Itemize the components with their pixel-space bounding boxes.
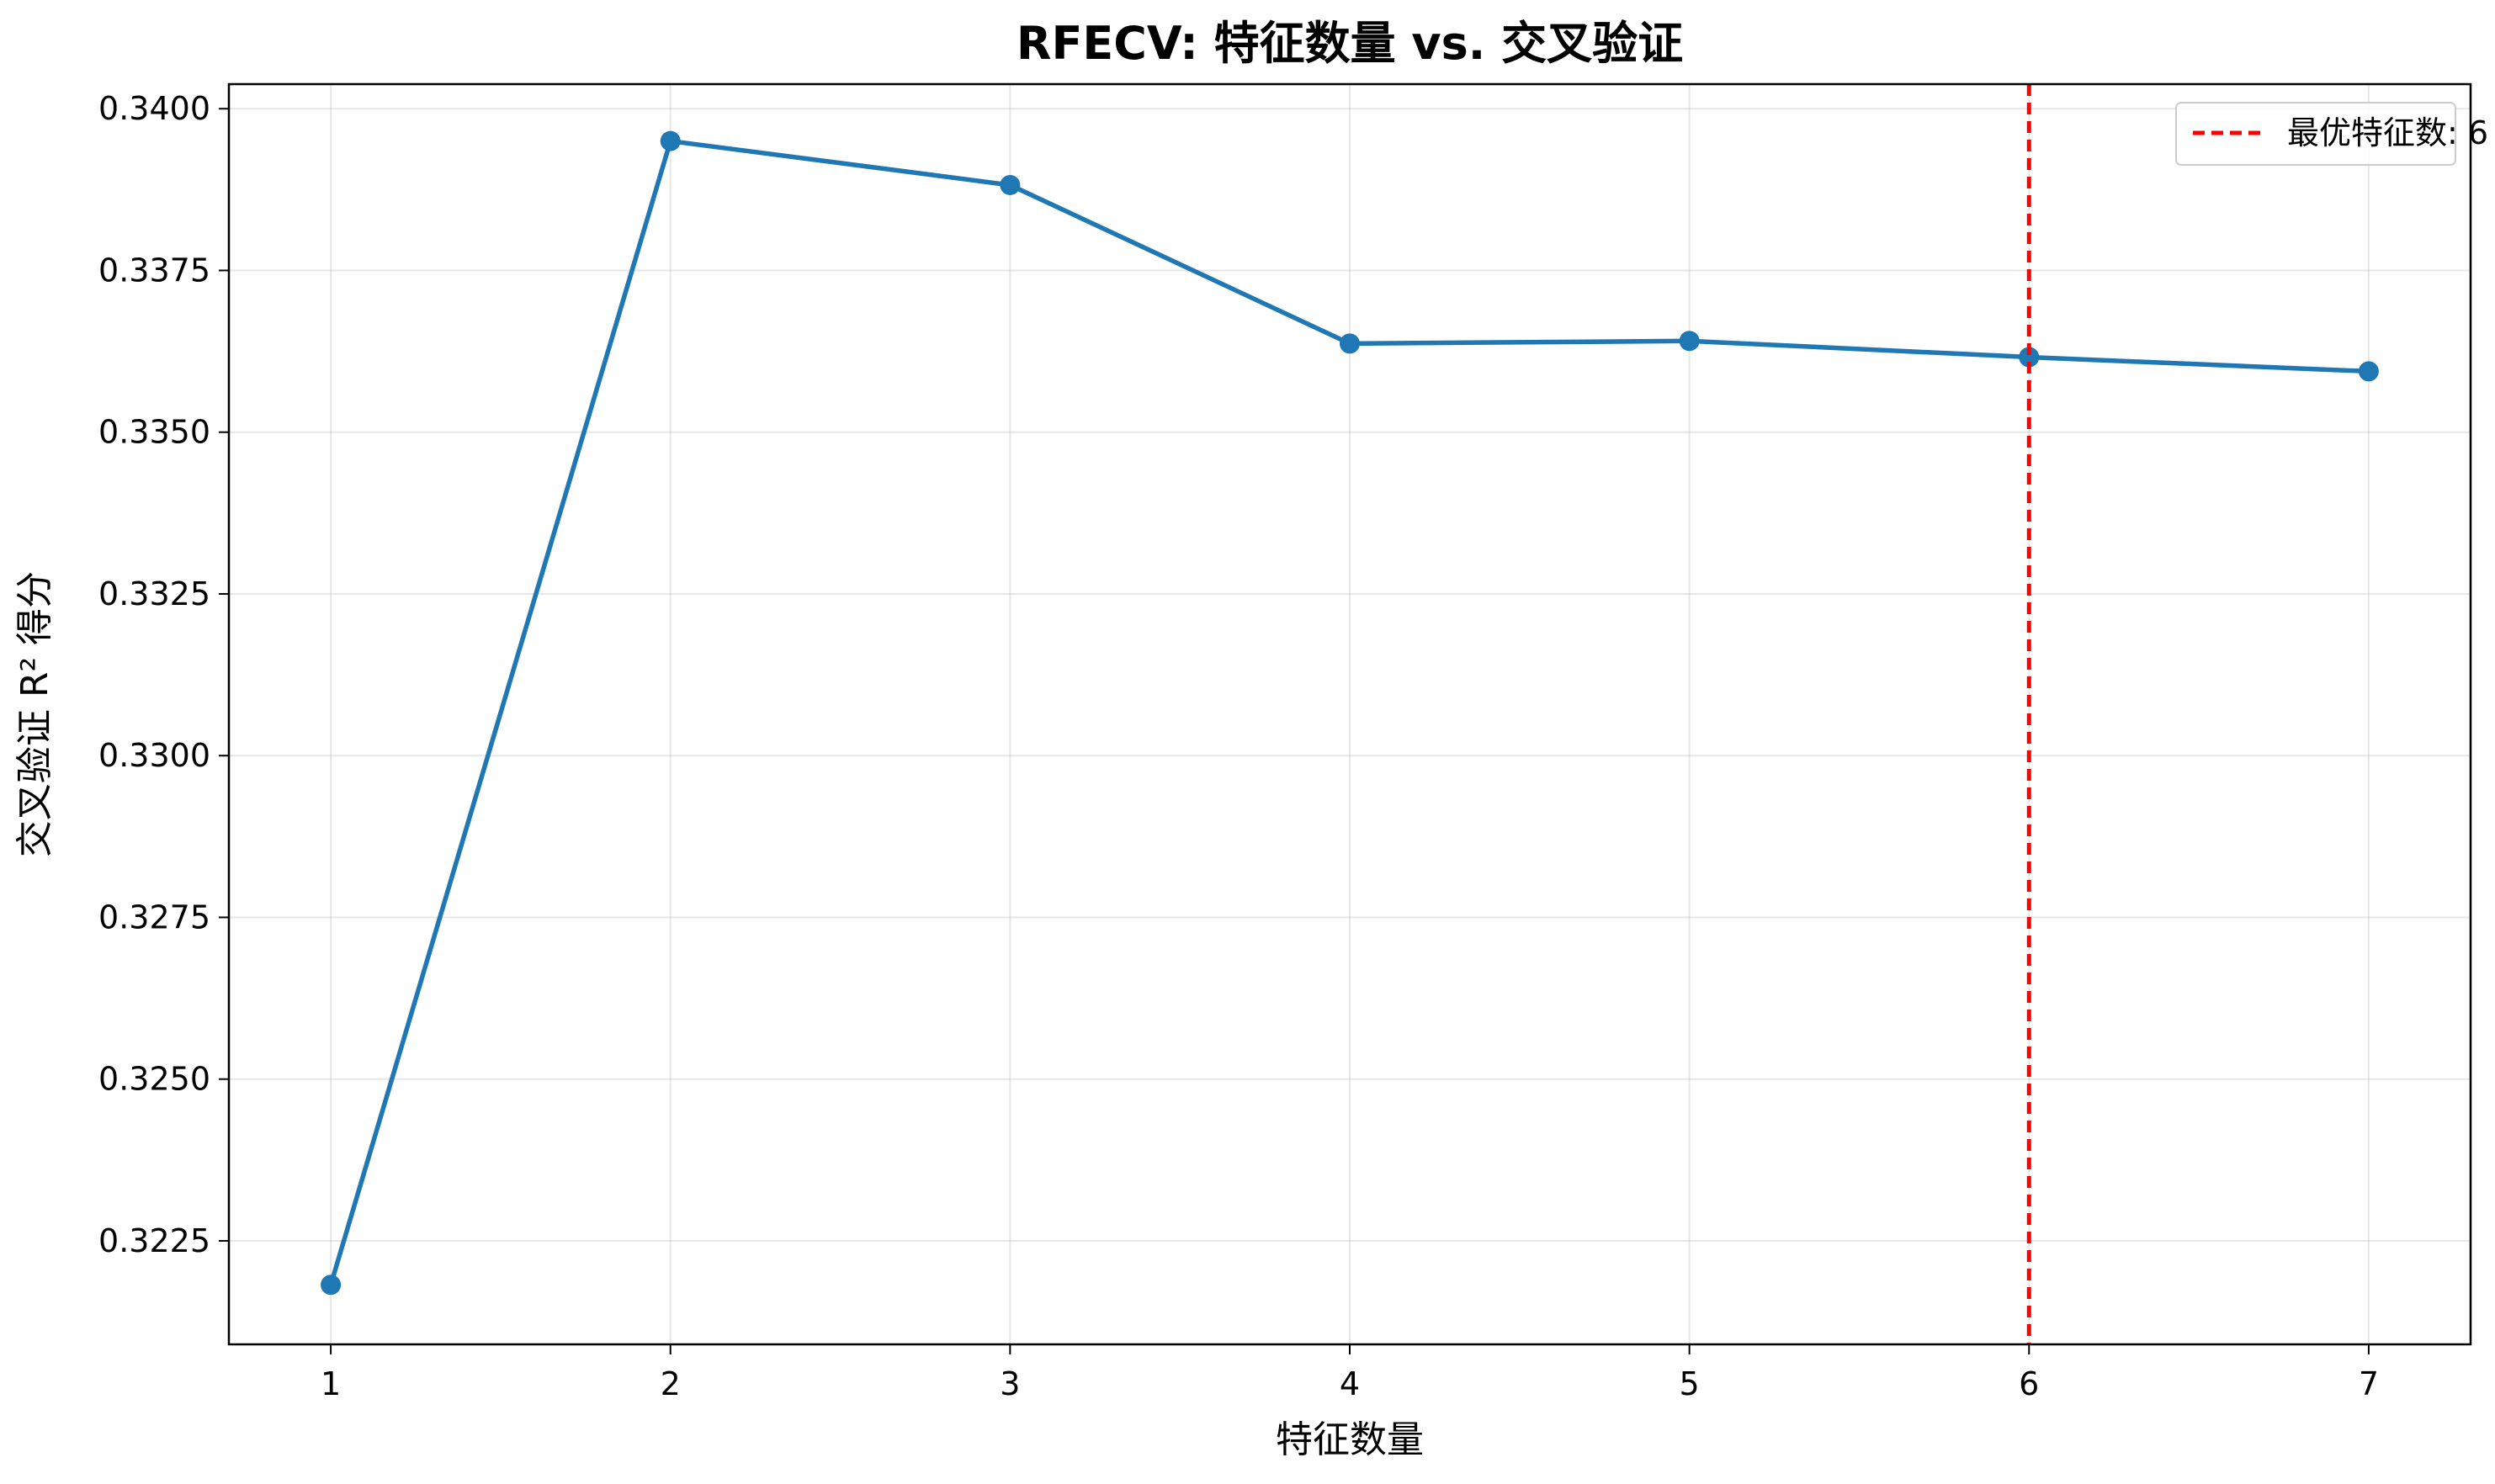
ticks: 1 2 3 4 5 6 7 0.3225 0.3250 0.3275 0.3300 0.3325 0.3… xyxy=(98,90,2379,1402)
data-point xyxy=(2358,361,2379,382)
data-point xyxy=(1679,331,1700,352)
y-tick-label: 0.3325 xyxy=(98,575,210,612)
y-tick-label: 0.3275 xyxy=(98,898,210,935)
y-tick-label: 0.3400 xyxy=(98,90,210,127)
chart-title: RFECV: 特征数量 vs. 交叉验证 xyxy=(1017,17,1683,70)
y-tick-label: 0.3225 xyxy=(98,1222,210,1259)
y-tick-label: 0.3250 xyxy=(98,1061,210,1098)
y-axis-label: 交叉验证 R² 得分 xyxy=(13,571,56,857)
x-axis-label: 特征数量 xyxy=(1276,1418,1424,1461)
x-tick-label: 3 xyxy=(1000,1365,1020,1402)
x-tick-label: 2 xyxy=(661,1365,681,1402)
series-layer xyxy=(321,130,2379,1296)
x-tick-label: 5 xyxy=(1680,1365,1700,1402)
legend-label-optimal: 最优特征数: 6 xyxy=(2287,114,2488,151)
x-tick-label: 1 xyxy=(321,1365,341,1402)
data-point xyxy=(1000,174,1021,195)
data-point xyxy=(1340,333,1360,354)
legend-box xyxy=(2175,102,2456,166)
y-tick-label: 0.3350 xyxy=(98,414,210,451)
legend: 最优特征数: 6 xyxy=(2175,102,2488,166)
y-tick-label: 0.3300 xyxy=(98,737,210,774)
x-tick-label: 7 xyxy=(2359,1365,2379,1402)
data-point xyxy=(2019,347,2040,368)
data-point xyxy=(321,1275,342,1296)
y-tick-label: 0.3375 xyxy=(98,252,210,289)
data-point xyxy=(660,130,681,151)
x-tick-label: 6 xyxy=(2019,1365,2039,1402)
x-tick-label: 4 xyxy=(1340,1365,1360,1402)
